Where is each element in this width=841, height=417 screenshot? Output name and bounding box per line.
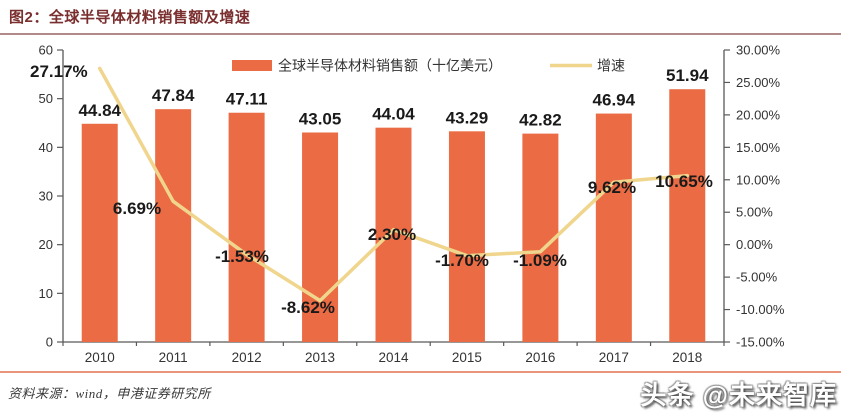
source-text: 资料来源：wind，申港证券研究所 bbox=[8, 386, 211, 401]
left-tick-label: 50 bbox=[39, 91, 53, 106]
growth-value-2016: -1.09% bbox=[513, 251, 567, 270]
right-tick-label: -5.00% bbox=[736, 270, 778, 285]
right-tick-label: 5.00% bbox=[736, 205, 773, 220]
right-tick-label: 15.00% bbox=[736, 140, 781, 155]
growth-value-2017: 9.62% bbox=[588, 178, 636, 197]
bar-2015 bbox=[448, 131, 485, 342]
semiconductor-materials-chart: 0 10 20 30 40 50 60 -15.00% -10.00% -5.00% 0.00% 5.… bbox=[30, 43, 785, 366]
bar-value-2014: 44.04 bbox=[372, 105, 415, 124]
left-tick-label: 40 bbox=[39, 140, 53, 155]
growth-value-2015: -1.70% bbox=[435, 251, 489, 270]
bar-value-2013: 43.05 bbox=[299, 109, 342, 128]
title-divider bbox=[0, 33, 841, 35]
right-tick-label: 20.00% bbox=[736, 107, 781, 122]
x-label-2016: 2016 bbox=[525, 350, 555, 365]
x-label-2013: 2013 bbox=[305, 350, 335, 365]
growth-line bbox=[97, 66, 690, 303]
right-tick-label: 0.00% bbox=[736, 237, 773, 252]
footer-divider bbox=[0, 371, 841, 373]
right-tick-label: 30.00% bbox=[736, 43, 781, 58]
bar-2010 bbox=[81, 123, 118, 343]
left-tick-label: 20 bbox=[39, 237, 53, 252]
bar-2017 bbox=[595, 113, 632, 342]
growth-value-2013: -8.62% bbox=[281, 298, 335, 317]
right-tick-label: 25.00% bbox=[736, 75, 781, 90]
growth-value-2011: 6.69% bbox=[113, 199, 161, 218]
right-tick-label: -10.00% bbox=[736, 302, 785, 317]
left-tick-label: 10 bbox=[39, 286, 53, 301]
x-label-2015: 2015 bbox=[452, 350, 482, 365]
bar-value-2015: 43.29 bbox=[446, 108, 489, 127]
growth-value-2014: 2.30% bbox=[368, 225, 416, 244]
growth-value-2012: -1.53% bbox=[215, 247, 269, 266]
bar-value-2010: 44.84 bbox=[78, 101, 121, 120]
legend-bar-swatch bbox=[232, 60, 272, 71]
growth-value-2010: 27.17% bbox=[30, 62, 88, 81]
left-tick-label: 30 bbox=[39, 189, 53, 204]
bar-value-2018: 51.94 bbox=[666, 66, 709, 85]
figure-header: 图2：全球半导体材料销售额及增速 bbox=[0, 0, 841, 33]
growth-value-2018: 10.65% bbox=[655, 172, 713, 191]
bar-value-2017: 46.94 bbox=[593, 91, 636, 110]
bar-2018 bbox=[669, 89, 706, 342]
legend-line-label: 增速 bbox=[597, 58, 625, 74]
footer: 资料来源：wind，申港证券研究所 头条 @未来智库 bbox=[0, 373, 841, 415]
watermark-toutiao: 头条 @未来智库 bbox=[640, 380, 837, 410]
legend-bar-label: 全球半导体材料销售额（十亿美元） bbox=[278, 58, 502, 74]
x-label-2012: 2012 bbox=[232, 350, 262, 365]
bar-2013 bbox=[302, 132, 339, 342]
bar-value-2011: 47.84 bbox=[152, 86, 195, 105]
bar-value-2016: 42.82 bbox=[519, 111, 562, 130]
bar-value-2012: 47.11 bbox=[226, 90, 268, 109]
x-label-2010: 2010 bbox=[85, 350, 115, 365]
bar-2011 bbox=[155, 109, 192, 342]
x-label-2011: 2011 bbox=[159, 350, 188, 365]
left-tick-label: 0 bbox=[46, 335, 53, 350]
bar-2012 bbox=[228, 112, 265, 343]
figure-title: 图2：全球半导体材料销售额及增速 bbox=[9, 9, 251, 26]
x-label-2014: 2014 bbox=[378, 350, 409, 365]
left-tick-label: 60 bbox=[39, 43, 53, 58]
right-tick-label: -15.00% bbox=[736, 335, 785, 350]
x-label-2017: 2017 bbox=[599, 350, 629, 365]
right-tick-label: 10.00% bbox=[736, 172, 781, 187]
x-label-2018: 2018 bbox=[672, 350, 702, 365]
bar-2016 bbox=[522, 133, 559, 342]
